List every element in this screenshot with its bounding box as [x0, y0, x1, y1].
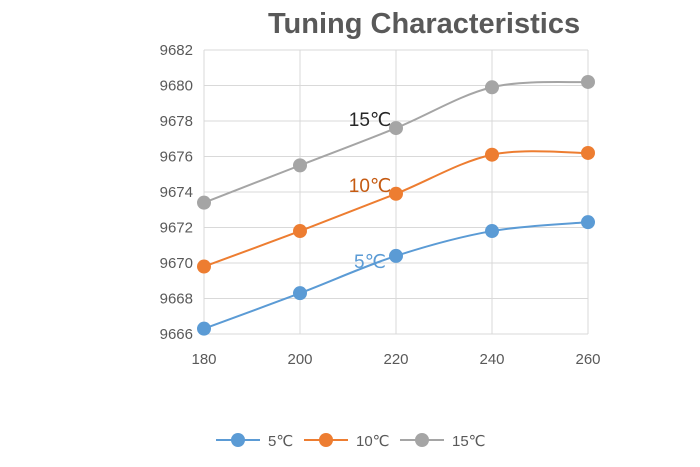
data-point — [197, 195, 211, 210]
legend: 5℃ 10℃ 15℃ — [216, 433, 486, 450]
series-annotation: 5℃ — [354, 252, 386, 273]
data-point — [197, 321, 211, 336]
y-tick-label: 9676 — [160, 149, 193, 166]
data-point — [581, 145, 595, 160]
data-point — [581, 74, 595, 89]
data-point — [485, 147, 499, 162]
legend-marker — [319, 433, 333, 447]
chart-title: Tuning Characteristics — [268, 8, 581, 40]
data-point — [389, 186, 403, 201]
data-point — [293, 158, 307, 173]
data-point — [581, 215, 595, 230]
legend-label: 5℃ — [268, 433, 293, 450]
series-annotations: 15℃ 10℃ 5℃ — [349, 110, 391, 273]
x-tick-label: 240 — [479, 351, 504, 368]
x-tick-label: 200 — [287, 351, 312, 368]
data-point — [485, 224, 499, 239]
y-tick-label: 9672 — [160, 220, 193, 237]
y-tick-label: 9666 — [160, 326, 193, 343]
data-point — [197, 259, 211, 274]
data-point — [293, 224, 307, 239]
data-point — [485, 80, 499, 95]
y-tick-label: 9680 — [160, 78, 193, 95]
legend-marker — [415, 433, 429, 447]
legend-label: 10℃ — [356, 433, 390, 450]
legend-marker — [231, 433, 245, 447]
x-tick-label: 260 — [575, 351, 600, 368]
y-tick-label: 9670 — [160, 255, 193, 272]
y-tick-label: 9682 — [160, 42, 193, 59]
y-axis-ticks: 9666 9668 9670 9672 9674 9676 9678 9680 9682 — [160, 42, 193, 343]
x-tick-label: 220 — [383, 351, 408, 368]
y-tick-label: 9668 — [160, 291, 193, 308]
data-point — [389, 248, 403, 263]
data-point — [293, 286, 307, 301]
series-annotation: 10℃ — [349, 176, 391, 197]
series-points — [197, 74, 595, 336]
x-tick-label: 180 — [191, 351, 216, 368]
y-tick-label: 9674 — [160, 184, 193, 201]
legend-label: 15℃ — [452, 433, 486, 450]
x-axis-ticks: 180 200 220 240 260 — [191, 351, 600, 368]
series-annotation: 15℃ — [349, 110, 391, 131]
y-tick-label: 9678 — [160, 113, 193, 130]
data-point — [389, 121, 403, 136]
